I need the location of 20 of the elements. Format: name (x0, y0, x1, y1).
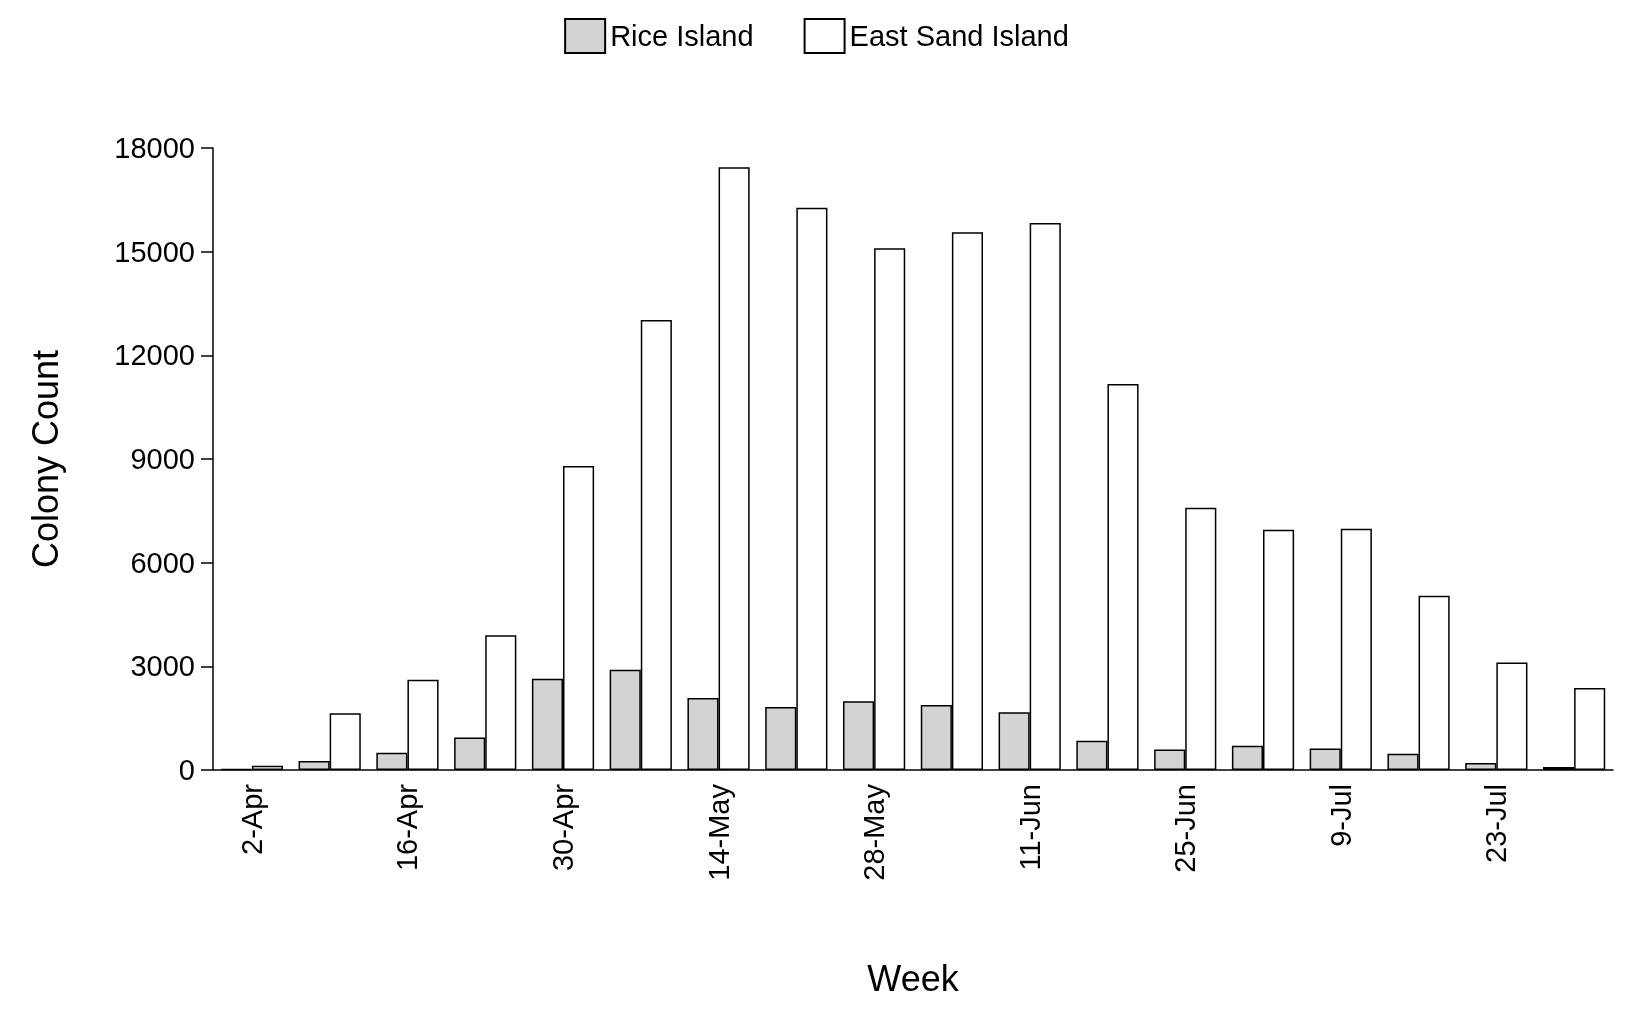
x-tick-label: 11-Jun (1013, 784, 1046, 871)
y-tick-label: 6000 (130, 546, 195, 579)
x-tick-label: 2-Apr (235, 783, 268, 855)
y-tick-label: 18000 (114, 132, 195, 164)
x-tick-label: 9-Jul (1324, 784, 1357, 847)
y-tick-label: 15000 (114, 235, 195, 268)
y-axis-title: Colony Count (24, 349, 66, 569)
x-tick-label: 28-May (858, 783, 891, 881)
y-tick-label: 0 (178, 754, 195, 786)
x-tick-label: 23-Jul (1480, 784, 1513, 863)
x-tick-label: 14-May (702, 783, 735, 881)
legend-label: Rice Island (610, 20, 754, 52)
x-tick-label: 25-Jun (1169, 784, 1202, 873)
y-tick-label: 12000 (114, 339, 195, 372)
x-tick-label: 16-Apr (391, 783, 424, 872)
y-tick-label: 9000 (130, 443, 195, 475)
x-tick-label: 30-Apr (547, 783, 579, 872)
legend-label: East Sand Island (849, 20, 1069, 52)
y-tick-label: 3000 (130, 650, 195, 683)
x-axis-title: Week (867, 957, 960, 999)
